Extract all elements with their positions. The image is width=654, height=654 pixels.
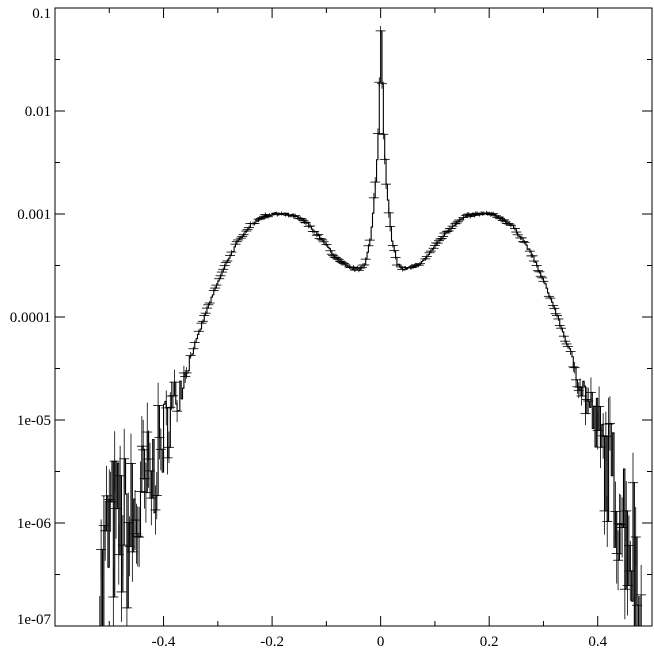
x-tick-label: -0.2 <box>260 634 284 650</box>
x-tick-label: 0.2 <box>480 634 499 650</box>
axis-ticks <box>55 7 653 627</box>
error-bars <box>94 25 647 627</box>
plot-frame <box>54 7 653 627</box>
y-tick-label: 0.001 <box>17 207 51 223</box>
y-tick-label: 0.01 <box>25 104 51 120</box>
y-tick-label: 1e-06 <box>17 516 52 532</box>
series-line <box>98 30 642 627</box>
x-tick-label: 0 <box>377 634 385 650</box>
x-tick-label: -0.4 <box>152 634 176 650</box>
tick-labels: -0.4 -0.2 0 0.2 0.4 1e-07 1e-06 1e-05 0.0001 0.00… <box>10 6 608 650</box>
y-tick-label: 1e-07 <box>17 612 52 628</box>
y-tick-label: 0.1 <box>32 6 51 22</box>
x-tick-label: 0.4 <box>588 634 607 650</box>
y-tick-label: 1e-05 <box>17 413 51 429</box>
y-tick-label: 0.0001 <box>10 310 51 326</box>
